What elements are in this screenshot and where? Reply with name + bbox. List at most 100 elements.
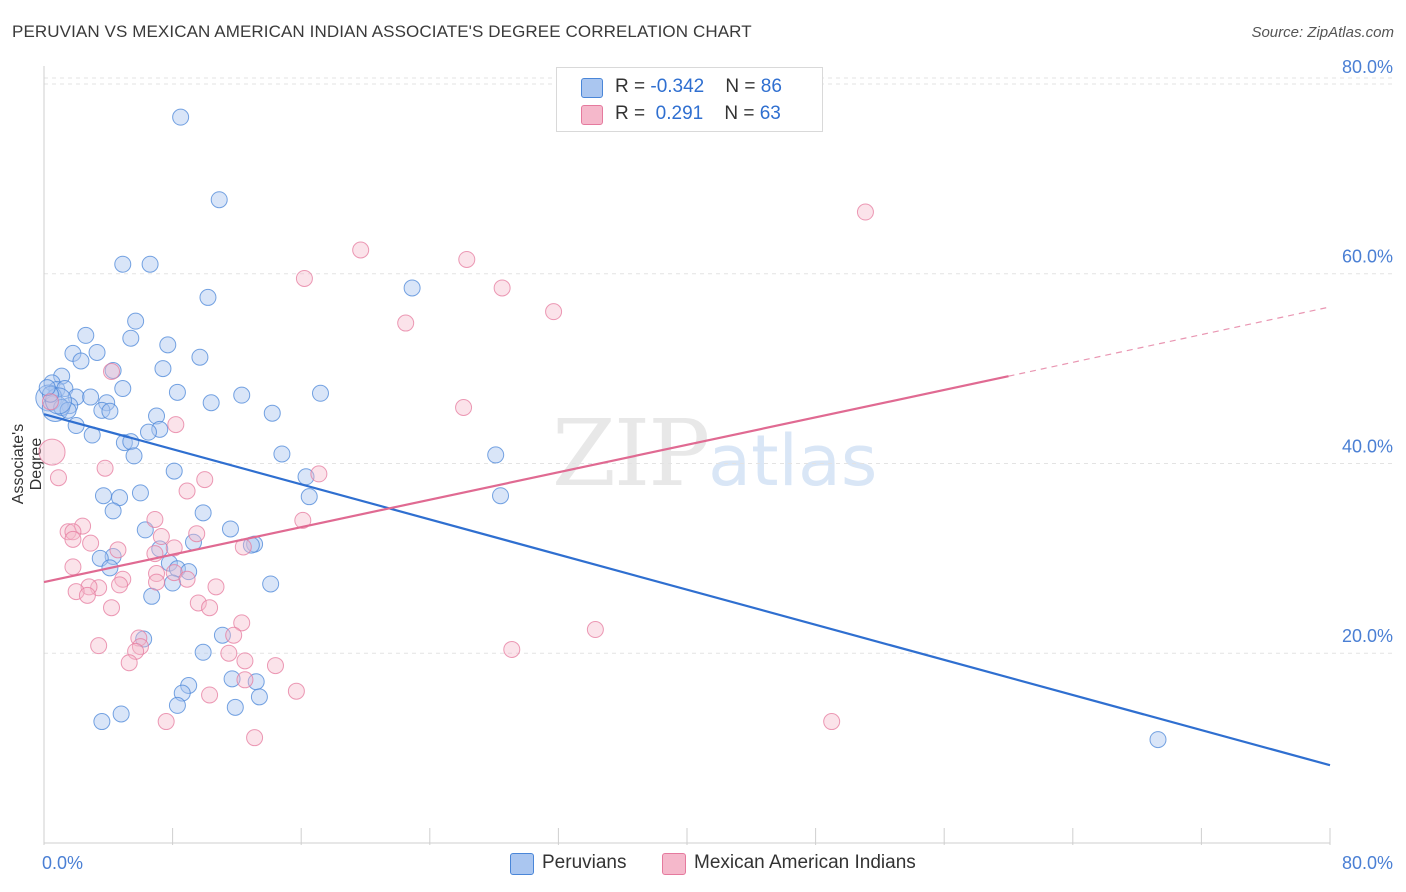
mai-point xyxy=(146,510,164,528)
peruvians-swatch xyxy=(581,78,603,98)
mai-point xyxy=(196,471,214,489)
mai-point xyxy=(114,570,132,588)
peruvian-point xyxy=(165,462,183,480)
peruvian-point xyxy=(273,445,291,463)
peruvian-point xyxy=(194,643,212,661)
peruvian-point xyxy=(151,420,169,438)
mai-point xyxy=(131,638,149,656)
y-tick-label: 80.0% xyxy=(1342,57,1393,77)
mai-point xyxy=(157,713,175,731)
mai-point xyxy=(545,303,563,321)
mai-trend-extension xyxy=(1008,306,1331,377)
r-label: R = xyxy=(615,103,651,124)
peruvian-point xyxy=(67,388,85,406)
peruvians-legend-swatch xyxy=(510,853,534,875)
peruvian-point xyxy=(141,255,159,273)
peruvian-point xyxy=(72,352,90,370)
peruvian-point xyxy=(221,520,239,538)
mai-point xyxy=(246,729,264,747)
peruvian-point xyxy=(194,504,212,522)
correlation-legend: R = -0.342 N = 86 R = 0.291 N = 63 xyxy=(556,67,823,132)
peruvian-point xyxy=(154,360,172,378)
mai-point xyxy=(67,583,85,601)
mai-point xyxy=(189,594,207,612)
mai-trend-line xyxy=(43,375,1009,584)
mai-point xyxy=(586,621,604,639)
peruvian-point xyxy=(35,384,63,412)
peruvian-point xyxy=(88,343,106,361)
peruvian-point xyxy=(226,698,244,716)
n-label: N = xyxy=(724,103,760,124)
peruvian-point xyxy=(148,407,166,425)
mai-point xyxy=(152,528,170,546)
mai-point xyxy=(225,626,243,644)
mai-point xyxy=(236,671,254,689)
peruvian-point xyxy=(191,348,209,366)
peruvian-point xyxy=(168,696,186,714)
peruvian-point xyxy=(125,447,143,465)
mai-point xyxy=(148,565,166,583)
mai-point xyxy=(178,482,196,500)
chart-title: PERUVIAN VS MEXICAN AMERICAN INDIAN ASSO… xyxy=(12,22,752,41)
mai-point xyxy=(856,203,874,221)
peruvian-point xyxy=(262,575,280,593)
y-tick-label: 40.0% xyxy=(1342,436,1393,456)
peruvian-point xyxy=(93,713,111,731)
peruvian-point xyxy=(131,484,149,502)
mai-point xyxy=(233,614,251,632)
mai-point xyxy=(352,241,370,259)
peruvian-point xyxy=(94,487,112,505)
mai-swatch xyxy=(581,105,603,125)
mai-point xyxy=(165,539,183,557)
legend-label-mexican-american-indians: Mexican American Indians xyxy=(694,852,916,873)
mai-point xyxy=(109,541,127,559)
peruvian-point xyxy=(115,434,133,452)
mai-point xyxy=(823,713,841,731)
peruvian-point xyxy=(233,386,251,404)
peruvian-point xyxy=(492,487,510,505)
peruvian-point xyxy=(263,404,281,422)
mai-point xyxy=(458,250,476,268)
mai-point xyxy=(188,525,206,543)
source-label[interactable]: Source: ZipAtlas.com xyxy=(1251,24,1394,41)
peruvian-point xyxy=(114,380,132,398)
mai-point xyxy=(103,599,121,617)
x-tick-label: 0.0% xyxy=(42,853,83,873)
peruvian-point xyxy=(101,402,119,420)
peruvian-point xyxy=(168,383,186,401)
mai-point xyxy=(148,573,166,591)
peruvian-point xyxy=(114,255,132,273)
mai-point xyxy=(503,640,521,658)
mai-point xyxy=(80,578,98,596)
mai-point xyxy=(455,398,473,416)
mai-point xyxy=(493,279,511,297)
mai-point xyxy=(220,644,238,662)
mai-point xyxy=(295,269,313,287)
mai-point xyxy=(78,586,96,604)
r-label: R = xyxy=(615,76,651,97)
legend-label-peruvians: Peruvians xyxy=(542,852,627,873)
series-legend: Peruvians Mexican American Indians xyxy=(0,851,1406,877)
mai-point xyxy=(167,416,185,434)
mai-point xyxy=(103,362,121,380)
mai-point xyxy=(310,465,328,483)
peruvian-point xyxy=(104,502,122,520)
mai-point xyxy=(236,652,254,670)
mai-point xyxy=(266,657,284,675)
mai-point xyxy=(41,393,59,411)
peruvian-point xyxy=(300,488,318,506)
mai-point xyxy=(111,576,129,594)
peruvian-point xyxy=(59,401,77,419)
x-tick-label: 80.0% xyxy=(1342,853,1393,873)
mai-point xyxy=(397,314,415,332)
watermark-zip: ZIP xyxy=(552,400,710,507)
r-value: 0.291 xyxy=(650,103,704,124)
peruvian-point xyxy=(139,423,157,441)
peruvian-point xyxy=(210,191,228,209)
mai-point xyxy=(49,469,67,487)
mai-point xyxy=(201,599,219,617)
mai-point xyxy=(207,578,225,596)
peruvian-point xyxy=(104,361,122,379)
n-value: 86 xyxy=(760,76,782,97)
peruvian-point xyxy=(122,329,140,347)
